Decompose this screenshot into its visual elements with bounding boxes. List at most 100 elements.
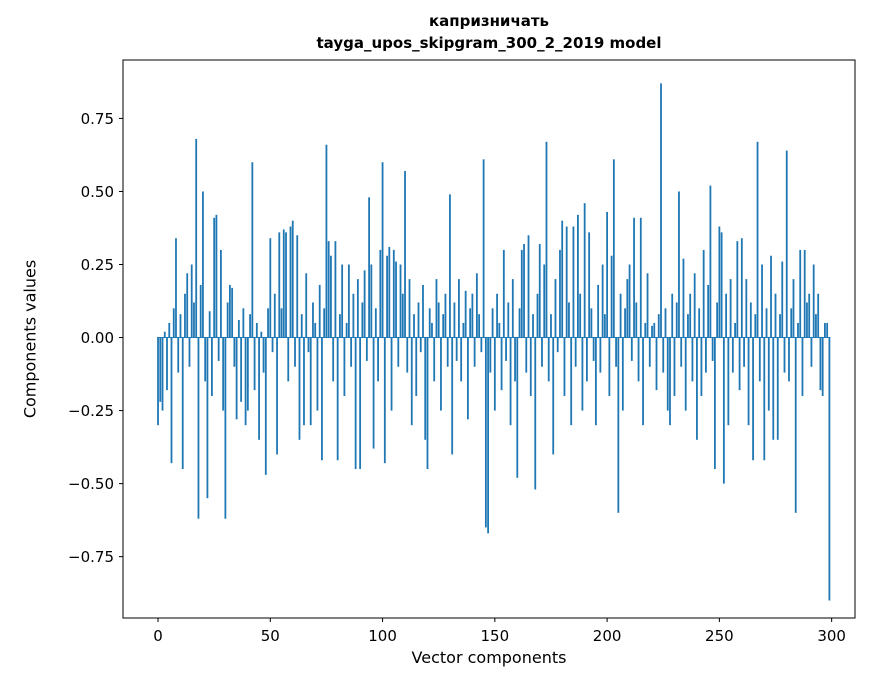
bar: [711, 337, 714, 361]
bar: [806, 302, 808, 338]
x-axis-label: Vector components: [411, 648, 567, 667]
bar: [181, 337, 184, 470]
bar: [464, 290, 467, 338]
y-tick-label: 0.50: [81, 183, 114, 201]
bar: [449, 194, 451, 338]
bar: [480, 337, 483, 353]
bar: [693, 273, 696, 338]
bar: [577, 214, 579, 338]
bar: [597, 284, 600, 338]
bar: [785, 150, 788, 338]
bar: [808, 293, 811, 338]
bar: [287, 337, 290, 382]
bar: [363, 270, 366, 338]
bar: [381, 162, 384, 338]
bar: [473, 337, 476, 367]
bar: [242, 308, 245, 338]
bar: [543, 264, 546, 338]
bar: [722, 337, 725, 484]
bar: [374, 308, 377, 338]
bar: [296, 235, 299, 338]
bar: [615, 337, 617, 367]
bar: [617, 337, 620, 513]
bar: [799, 249, 802, 338]
bar: [368, 197, 370, 338]
x-tick-label: 300: [817, 627, 846, 645]
bar: [440, 337, 442, 411]
bar: [731, 337, 734, 373]
bar: [489, 337, 492, 373]
bar: [538, 244, 541, 338]
bar: [213, 217, 216, 338]
bar: [821, 337, 824, 396]
bar: [754, 314, 757, 338]
bar: [235, 337, 238, 420]
bar: [532, 314, 534, 338]
bar: [520, 249, 523, 338]
bar: [788, 337, 790, 382]
bar: [740, 238, 743, 338]
bar: [556, 337, 559, 353]
bar: [758, 337, 761, 382]
bar: [572, 226, 575, 338]
bar: [736, 241, 739, 338]
bar: [356, 279, 359, 338]
bar: [262, 337, 265, 373]
bar: [330, 255, 332, 338]
bar: [233, 337, 236, 367]
bar: [590, 308, 593, 338]
chart-title-word: капризничать: [428, 12, 550, 30]
bar: [264, 337, 267, 475]
bar: [377, 337, 379, 382]
bar: [278, 232, 281, 338]
y-tick-label: −0.50: [68, 475, 114, 493]
bar: [395, 261, 397, 338]
bar: [168, 322, 171, 338]
bar: [312, 302, 314, 338]
bar: [660, 83, 662, 338]
bar: [666, 337, 669, 411]
bar: [502, 249, 505, 338]
x-tick-label: 200: [593, 627, 622, 645]
bar: [435, 279, 438, 338]
bar: [603, 314, 606, 338]
bar: [559, 249, 561, 338]
bar: [574, 337, 577, 367]
bar: [370, 264, 373, 338]
bar: [202, 191, 204, 338]
bar: [428, 308, 431, 338]
bar: [343, 337, 346, 396]
bar: [493, 337, 496, 411]
bar: [779, 314, 781, 338]
bar: [352, 293, 355, 338]
bar: [738, 337, 741, 391]
bar: [547, 337, 550, 382]
bar: [817, 293, 820, 338]
bar: [392, 249, 395, 338]
bar: [166, 337, 168, 391]
bar: [244, 337, 247, 426]
bar: [662, 337, 665, 373]
bar: [826, 322, 829, 338]
bar: [491, 308, 494, 338]
bar: [563, 337, 566, 396]
bar: [332, 337, 335, 382]
bar: [341, 264, 344, 338]
bar: [684, 337, 687, 411]
bar: [175, 238, 177, 338]
bar: [725, 293, 728, 338]
bar: [606, 211, 609, 338]
bar: [179, 314, 182, 338]
bar: [318, 284, 321, 338]
bar: [410, 337, 413, 426]
bar: [255, 322, 258, 338]
bar: [767, 337, 770, 411]
bar: [612, 159, 615, 338]
bar: [545, 141, 548, 338]
bar: [460, 337, 463, 382]
bar: [291, 220, 294, 338]
bar: [756, 141, 759, 338]
bar: [646, 273, 649, 338]
bar: [401, 293, 404, 338]
